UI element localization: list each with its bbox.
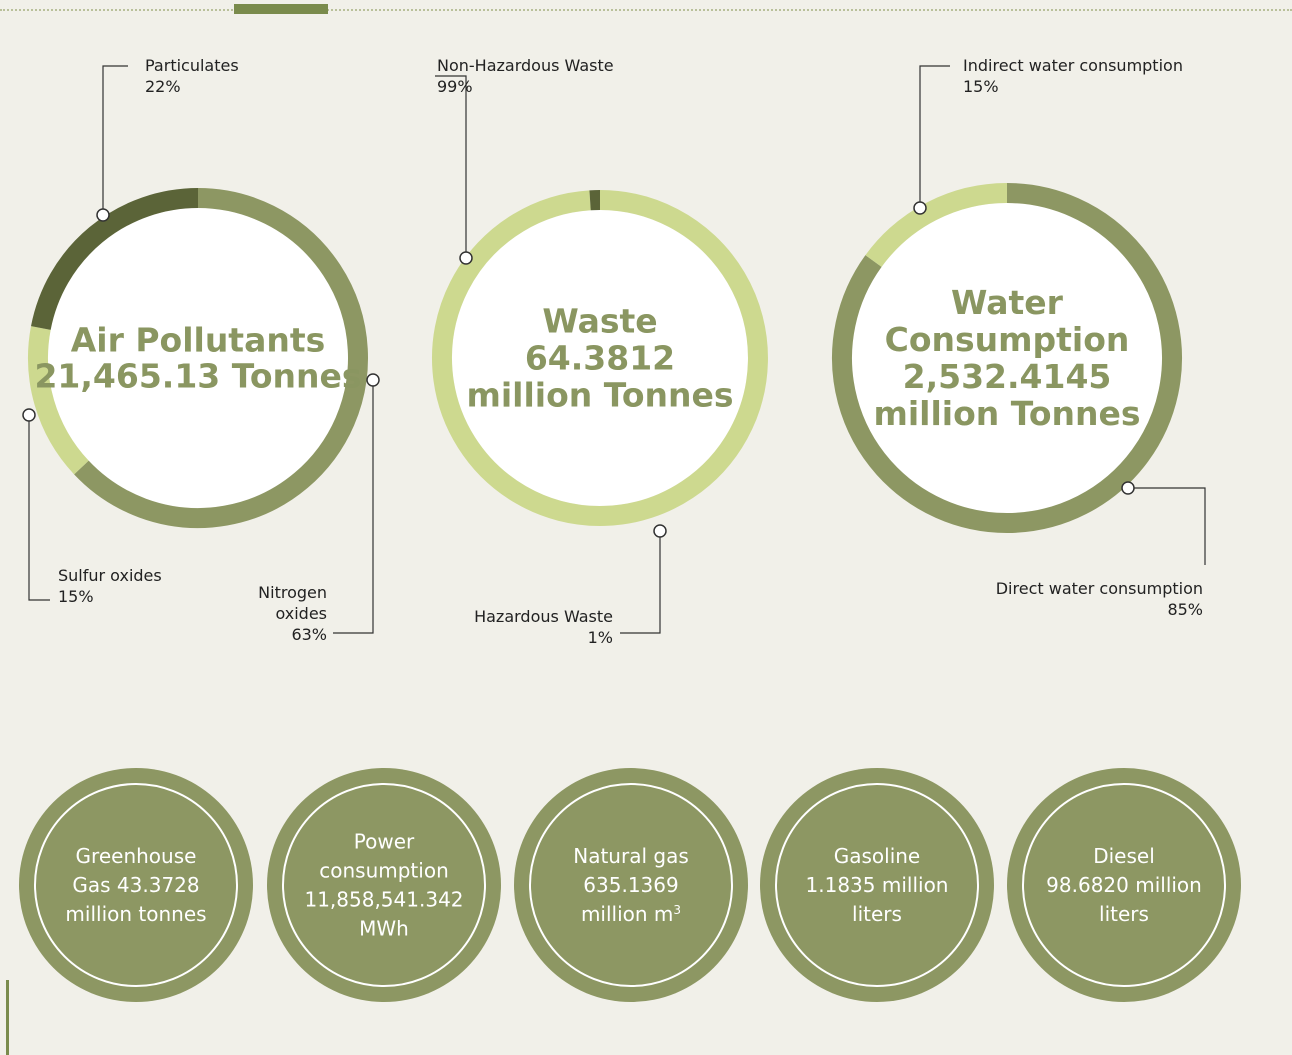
water-consumption-title-line: 2,532.4145: [903, 357, 1112, 396]
water-consumption-slice-indirect-water-consumption: [865, 183, 1008, 268]
greenhouse-gas-text-line: million tonnes: [65, 902, 206, 926]
air-pollutants-slice-nitrogen-oxides: [74, 188, 368, 528]
diesel-inner-ring: [1022, 783, 1226, 987]
power-consumption-outer-circle: [267, 768, 501, 1002]
waste-center-disc: [452, 210, 748, 506]
water-consumption-title-line: Consumption: [885, 320, 1130, 359]
waste-hazardous-waste-leader-line: [620, 531, 661, 634]
diesel-outer-circle: [1007, 768, 1241, 1002]
natural-gas-superscript: 3: [673, 903, 681, 917]
gasoline-text-line: 1.1835 million: [806, 873, 949, 897]
natural-gas-text-line: million m3: [581, 902, 681, 926]
air-pollutants-nitrogen-oxides-value-label: 63%: [291, 625, 327, 644]
greenhouse-gas-stat: Greenhouse Gas 43.3728 million tonnes: [19, 768, 253, 1002]
water-consumption-indirect-water-consumption-value-label: 15%: [963, 77, 999, 96]
left-accent-bar: [6, 980, 9, 1055]
power-consumption-stat: Power consumption 11,858,541.342 MWh: [267, 768, 501, 1002]
water-consumption-slice-direct-water-consumption: [832, 183, 1182, 533]
power-consumption-text-line: consumption: [319, 859, 449, 883]
air-pollutants-sulfur-oxides-leader-line: [28, 415, 50, 601]
air-pollutants-nitrogen-oxides-name-label: oxides: [275, 604, 327, 623]
top-accent-tab: [234, 4, 328, 14]
air-pollutants-nitrogen-oxides-leader-dot: [366, 373, 380, 387]
power-consumption-text-line: 11,858,541.342: [304, 888, 463, 912]
waste-hazardous-waste-value-label: 1%: [588, 628, 613, 647]
air-pollutants-particulates-leader-line: [102, 65, 128, 215]
waste-non-hazardous-waste-value-label: 99%: [437, 77, 473, 96]
diesel-text-line: Diesel: [1093, 844, 1155, 868]
air-pollutants-particulates-leader-dot: [96, 208, 110, 222]
water-consumption-indirect-water-consumption-leader-dot: [913, 201, 927, 215]
diesel-stat: Diesel 98.6820 million liters: [1007, 768, 1241, 1002]
air-pollutants-sulfur-oxides-leader-dot: [22, 408, 36, 422]
air-pollutants-sulfur-oxides-value-label: 15%: [58, 587, 94, 606]
natural-gas-stat: Natural gas 635.1369 million m3: [514, 768, 748, 1002]
water-consumption-title-line: Water: [951, 283, 1064, 322]
water-consumption-indirect-water-consumption-name-label: Indirect water consumption: [963, 56, 1183, 75]
power-consumption-inner-ring: [282, 783, 486, 987]
natural-gas-text-line: Natural gas: [573, 844, 689, 868]
water-consumption-direct-water-consumption-name-label: Direct water consumption: [996, 579, 1203, 598]
waste-title-line: 64.3812: [525, 339, 675, 378]
water-consumption-direct-water-consumption-leader-line: [1128, 487, 1206, 565]
air-pollutants-slice-particulates: [31, 188, 199, 331]
air-pollutants-center-disc: [48, 208, 348, 508]
air-pollutants-particulates-value-label: 22%: [145, 77, 181, 96]
waste-hazardous-waste-leader-dot: [653, 524, 667, 538]
gasoline-stat: Gasoline 1.1835 million liters: [760, 768, 994, 1002]
waste-hazardous-waste-name-label: Hazardous Waste: [474, 607, 613, 626]
waste-non-hazardous-waste-leader-dot: [459, 251, 473, 265]
water-consumption-title-line: million Tonnes: [873, 394, 1140, 433]
water-consumption-direct-water-consumption-value-label: 85%: [1167, 600, 1203, 619]
diesel-text-line: liters: [1099, 902, 1149, 926]
air-pollutants-title-line: Air Pollutants: [71, 321, 326, 360]
natural-gas-inner-ring: [529, 783, 733, 987]
greenhouse-gas-text-line: Greenhouse: [76, 844, 197, 868]
gasoline-outer-circle: [760, 768, 994, 1002]
water-consumption-center-disc: [852, 203, 1162, 513]
gasoline-text-line: liters: [852, 902, 902, 926]
waste-non-hazardous-waste-name-label: Non-Hazardous Waste: [437, 56, 614, 75]
power-consumption-text-line: MWh: [359, 917, 409, 941]
diesel-text-line: 98.6820 million: [1046, 873, 1202, 897]
natural-gas-outer-circle: [514, 768, 748, 1002]
water-consumption-indirect-water-consumption-leader-line: [919, 65, 950, 208]
greenhouse-gas-outer-circle: [19, 768, 253, 1002]
power-consumption-text-line: Power: [354, 830, 415, 854]
air-pollutants-title-line: 21,465.13 Tonnes: [34, 357, 361, 396]
air-pollutants-nitrogen-oxides-name-label: Nitrogen: [258, 583, 327, 602]
gasoline-text-line: Gasoline: [834, 844, 921, 868]
air-pollutants-nitrogen-oxides-leader-line: [333, 380, 374, 634]
air-pollutants-sulfur-oxides-name-label: Sulfur oxides: [58, 566, 162, 585]
water-consumption-direct-water-consumption-leader-dot: [1121, 481, 1135, 495]
air-pollutants-slice-sulfur-oxides: [28, 326, 89, 475]
air-pollutants-particulates-name-label: Particulates: [145, 56, 239, 75]
waste-title-line: Waste: [542, 302, 657, 341]
gasoline-inner-ring: [775, 783, 979, 987]
greenhouse-gas-text-line: Gas 43.3728: [72, 873, 199, 897]
waste-non-hazardous-waste-leader-line: [435, 75, 467, 258]
top-dotted-rule: [0, 9, 1292, 11]
greenhouse-gas-inner-ring: [34, 783, 238, 987]
waste-title-line: million Tonnes: [466, 376, 733, 415]
natural-gas-text-line: 635.1369: [583, 873, 678, 897]
waste-slice-non-hazardous-waste: [431, 190, 768, 526]
